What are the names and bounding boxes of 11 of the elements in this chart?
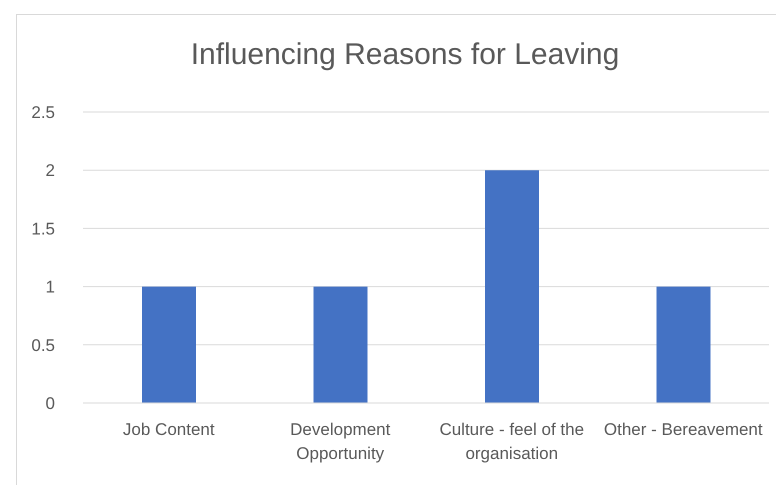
y-tick-label: 1.5 [31, 219, 55, 238]
chart-title: Influencing Reasons for Leaving [190, 38, 620, 72]
x-tick-label: Job Content [122, 420, 215, 440]
y-tick-label: 0.5 [31, 336, 55, 355]
y-tick-label: 2 [46, 161, 55, 180]
x-tick-label: Culture - feel of the organisation [439, 420, 584, 464]
y-tick-label: 1 [46, 278, 55, 297]
x-tick-label: Development Opportunity [290, 420, 391, 464]
y-tick-label: 0 [46, 394, 55, 414]
x-tick-label: Other - Bereavement [604, 420, 763, 440]
y-tick-label: 2.5 [31, 103, 55, 122]
